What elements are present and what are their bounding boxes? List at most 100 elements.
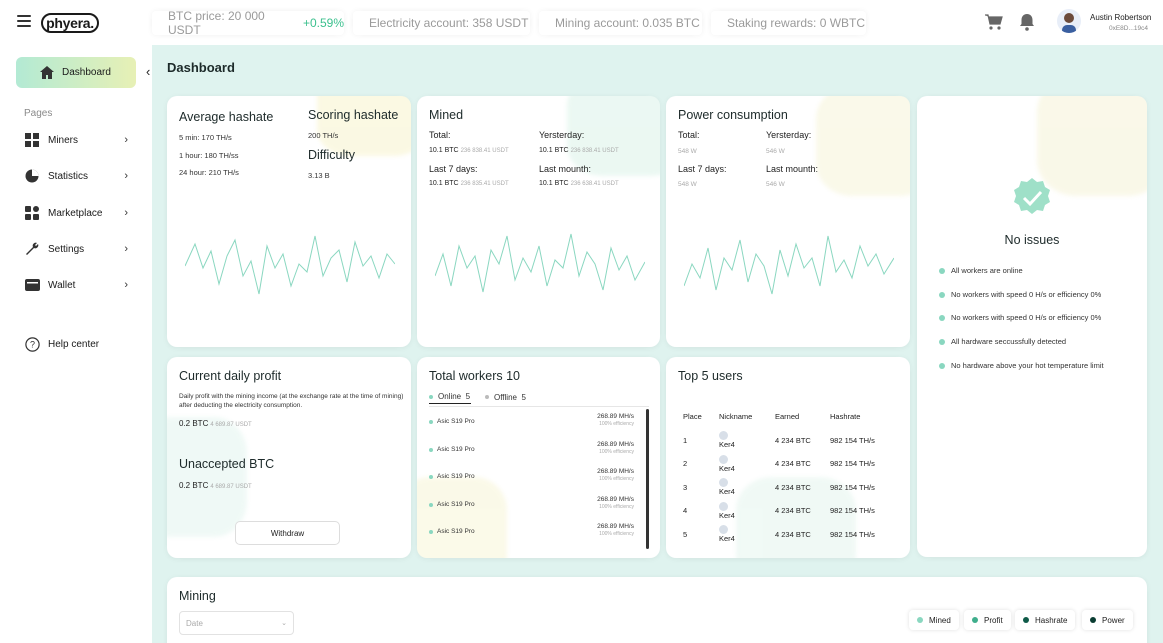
withdraw-button[interactable]: Withdraw xyxy=(235,521,340,545)
cell-place: 4 xyxy=(683,506,688,516)
nickname-text: Ker4 xyxy=(719,487,735,497)
user-avatar xyxy=(719,454,728,464)
worker-name: Asic S19 Pro xyxy=(437,445,475,453)
legend-power[interactable]: Power xyxy=(1082,610,1133,630)
user-address: 0xE8D...19c4 xyxy=(1108,25,1148,32)
legend-mined[interactable]: Mined xyxy=(909,610,959,630)
cell-hashrate: 982 154 TH/s xyxy=(830,529,875,539)
power-yesterday-value: 546 W xyxy=(766,148,785,155)
cell-nickname: Ker4 xyxy=(719,525,775,543)
cart-icon[interactable] xyxy=(984,13,1004,31)
sidebar-item-label: Statistics xyxy=(48,170,89,182)
chevron-down-icon: ⌄ xyxy=(281,620,287,627)
mined-usdt: 236 638.41 USDT xyxy=(570,181,619,187)
check-dot xyxy=(939,314,945,321)
decor-blob xyxy=(816,96,910,196)
decor-blob xyxy=(317,96,411,156)
power-last7-label: Last 7 days: xyxy=(678,164,727,174)
wallet-icon xyxy=(24,277,40,293)
sidebar-item-statistics[interactable]: Statistics › xyxy=(24,166,134,186)
table-row[interactable]: 3 Ker4 4 234 BTC 982 154 TH/s xyxy=(683,476,898,500)
legend-profit[interactable]: Profit xyxy=(964,610,1011,630)
nickname-text: Ker4 xyxy=(719,463,735,473)
tab-online[interactable]: Online 5 xyxy=(429,392,471,404)
sidebar-item-wallet[interactable]: Wallet › xyxy=(24,275,134,295)
cell-place: 2 xyxy=(683,459,688,469)
mined-title: Mined xyxy=(429,108,464,122)
top-users-card: Top 5 users Place Nickname Earned Hashra… xyxy=(666,357,910,558)
pie-icon xyxy=(24,168,40,184)
worker-row[interactable]: Asic S19 Pro 268.89 MH/s 100% efficiency xyxy=(429,441,634,463)
table-row[interactable]: 1 Ker4 4 234 BTC 982 154 TH/s xyxy=(683,429,898,453)
decor-blob xyxy=(167,417,247,537)
worker-speed: 268.89 MH/s 100% efficiency xyxy=(597,413,634,428)
legend-dot xyxy=(917,617,923,623)
grid-icon xyxy=(24,132,40,148)
power-total-label: Total: xyxy=(678,130,700,140)
col-place: Place xyxy=(683,412,702,422)
cell-hashrate: 982 154 TH/s xyxy=(830,435,875,445)
cell-nickname: Ker4 xyxy=(719,478,775,496)
sidebar-item-label: Wallet xyxy=(48,279,76,291)
cell-nickname: Ker4 xyxy=(719,501,775,520)
svg-text:?: ? xyxy=(29,339,34,349)
btc-price: BTC price: 20 000 USDT xyxy=(168,9,265,37)
legend-label: Mined xyxy=(929,615,951,625)
worker-speed: 268.89 MH/s 100% efficiency xyxy=(597,523,634,538)
mined-usdt: 236 835.41 USDT xyxy=(460,181,509,187)
date-select[interactable]: Date ⌄ xyxy=(179,611,294,635)
issue-text: No workers with speed 0 H/s or efficienc… xyxy=(951,313,1102,322)
table-row[interactable]: 2 Ker4 4 234 BTC 982 154 TH/s xyxy=(683,452,898,476)
collapse-sidebar-icon[interactable]: ‹ xyxy=(146,64,151,79)
sidebar-item-label: Settings xyxy=(48,243,85,255)
issue-check-item: No workers with speed 0 H/s or efficienc… xyxy=(939,290,1101,299)
worker-speed: 268.89 MH/s 100% efficiency xyxy=(597,468,634,483)
worker-row[interactable]: Asic S19 Pro 268.89 MH/s 100% efficiency xyxy=(429,413,634,435)
help-center-label: Help center xyxy=(48,338,100,350)
decor-blob xyxy=(736,477,856,558)
current-profit-title: Current daily profit xyxy=(179,369,282,383)
check-dot xyxy=(939,362,945,369)
legend-dot xyxy=(972,617,978,623)
page-title: Dashboard xyxy=(167,60,235,75)
power-yesterday-label: Yersterday: xyxy=(766,130,812,140)
avg-hashrate-title: Average hashate xyxy=(179,110,274,124)
table-row[interactable]: 5 Ker4 4 234 BTC 982 154 TH/s xyxy=(683,523,898,547)
worker-row[interactable]: Asic S19 Pro 268.89 MH/s 100% efficiency xyxy=(429,468,634,490)
profit-usdt: 4 689.87 USDT xyxy=(210,422,252,428)
avatar[interactable] xyxy=(1057,9,1081,33)
tab-offline[interactable]: Offline 5 xyxy=(485,392,526,404)
worker-row[interactable]: Asic S19 Pro 268.89 MH/s 100% efficiency xyxy=(429,523,634,545)
issue-text: No hardware above your hot temperature l… xyxy=(951,361,1104,370)
top-users-rows: 1 Ker4 4 234 BTC 982 154 TH/s 2 Ker4 4 234 BTC… xyxy=(683,429,898,547)
help-center-link[interactable]: ? Help center xyxy=(24,334,134,354)
divider xyxy=(429,406,649,407)
table-row[interactable]: 4 Ker4 4 234 BTC 982 154 TH/s xyxy=(683,499,898,523)
mined-btc: 10.1 BTC xyxy=(429,147,459,154)
sidebar-item-miners[interactable]: Miners › xyxy=(24,130,134,150)
power-total-value: 548 W xyxy=(678,148,697,155)
status-dot xyxy=(429,420,433,424)
top-users-title: Top 5 users xyxy=(678,369,743,383)
sidebar-item-marketplace[interactable]: Marketplace › xyxy=(24,203,134,223)
legend-hashrate[interactable]: Hashrate xyxy=(1015,610,1076,630)
online-dot xyxy=(429,394,433,399)
mining-title: Mining xyxy=(179,589,216,603)
scoring-hashrate-value: 200 TH/s xyxy=(308,131,339,140)
nickname-text: Ker4 xyxy=(719,534,735,544)
worker-row[interactable]: Asic S19 Pro 268.89 MH/s 100% efficiency xyxy=(429,496,634,518)
electricity-account: Electricity account: 358 USDT xyxy=(353,11,530,35)
worker-list-scrollbar[interactable] xyxy=(646,409,649,549)
sidebar-item-settings[interactable]: Settings › xyxy=(24,239,134,259)
status-dot xyxy=(429,502,433,507)
worker-name: Asic S19 Pro xyxy=(437,528,475,535)
worker-speed-value: 268.89 MH/s xyxy=(597,440,634,448)
bell-icon[interactable] xyxy=(1018,12,1036,32)
sidebar-item-dashboard[interactable]: Dashboard xyxy=(16,57,136,88)
menu-icon[interactable] xyxy=(17,15,31,27)
user-name[interactable]: Austin Robertson xyxy=(1090,13,1152,22)
legend-label: Hashrate xyxy=(1035,615,1068,625)
issue-text: All workers are online xyxy=(951,266,1023,275)
issue-check-item: No hardware above your hot temperature l… xyxy=(939,361,1104,370)
pages-label: Pages xyxy=(24,108,53,119)
